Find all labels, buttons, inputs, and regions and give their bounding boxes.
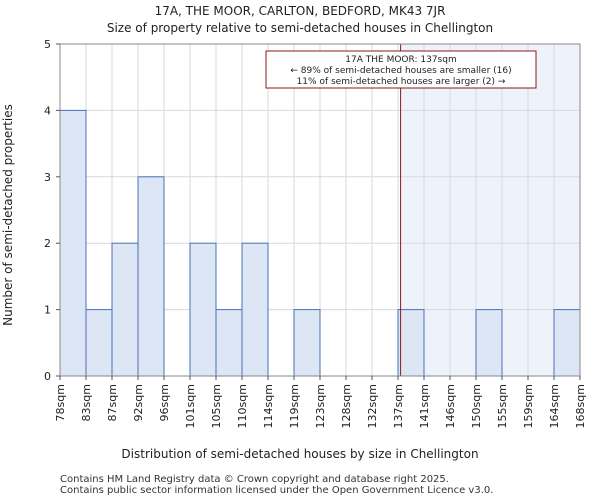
- x-tick-label: 150sqm: [470, 384, 483, 428]
- x-axis-label: Distribution of semi-detached houses by …: [121, 447, 478, 461]
- x-tick-label: 168sqm: [574, 384, 587, 428]
- x-tick-label: 96sqm: [158, 384, 171, 421]
- bar: [85, 309, 113, 377]
- x-tick-label: 164sqm: [548, 384, 561, 428]
- bar: [189, 242, 217, 377]
- footer: Contains HM Land Registry data © Crown c…: [60, 474, 493, 496]
- y-tick-label: 2: [44, 237, 51, 250]
- footer-line-2: Contains public sector information licen…: [60, 485, 494, 496]
- bar: [215, 309, 243, 377]
- footer-line-1: Contains HM Land Registry data © Crown c…: [60, 474, 449, 485]
- y-tick-label: 1: [44, 304, 51, 317]
- x-tick-label: 123sqm: [314, 384, 327, 428]
- annotation-line-1: 17A THE MOOR: 137sqm: [345, 55, 456, 65]
- x-tick-label: 159sqm: [522, 384, 535, 428]
- x-tick-label: 78sqm: [54, 384, 67, 421]
- chart-title: 17A, THE MOOR, CARLTON, BEDFORD, MK43 7J…: [155, 4, 446, 18]
- x-tick-label: 137sqm: [392, 384, 405, 428]
- annotation-line-2: ← 89% of semi-detached houses are smalle…: [290, 66, 511, 76]
- x-tick-label: 141sqm: [418, 384, 431, 428]
- bar: [241, 242, 269, 377]
- bar: [397, 309, 425, 377]
- annotation-line-3: 11% of semi-detached houses are larger (…: [297, 77, 506, 87]
- x-tick-label: 132sqm: [366, 384, 379, 428]
- x-tick-label: 146sqm: [444, 384, 457, 428]
- y-axis-label: Number of semi-detached properties: [1, 104, 15, 326]
- x-tick-label: 83sqm: [80, 384, 93, 421]
- x-tick-label: 87sqm: [106, 384, 119, 421]
- bar: [553, 309, 581, 377]
- x-tick-label: 110sqm: [236, 384, 249, 428]
- x-tick-label: 101sqm: [184, 384, 197, 428]
- y-tick-label: 3: [44, 171, 51, 184]
- x-tick-label: 105sqm: [210, 384, 223, 428]
- x-tick-label: 155sqm: [496, 384, 509, 428]
- bar: [59, 109, 87, 377]
- annotation-box: 17A THE MOOR: 137sqm ← 89% of semi-detac…: [265, 50, 537, 89]
- bar: [293, 309, 321, 377]
- y-tick-label: 0: [44, 370, 51, 383]
- y-tick-label: 4: [44, 104, 51, 117]
- annotation-frame: [265, 50, 537, 89]
- x-tick-label: 92sqm: [132, 384, 145, 421]
- bar: [475, 309, 503, 377]
- y-tick-label: 5: [44, 38, 51, 51]
- x-tick-label: 114sqm: [262, 384, 275, 428]
- bar: [137, 176, 165, 377]
- bar: [111, 242, 139, 377]
- chart-subtitle: Size of property relative to semi-detach…: [107, 21, 493, 35]
- x-tick-label: 128sqm: [340, 384, 353, 428]
- x-tick-label: 119sqm: [288, 384, 301, 428]
